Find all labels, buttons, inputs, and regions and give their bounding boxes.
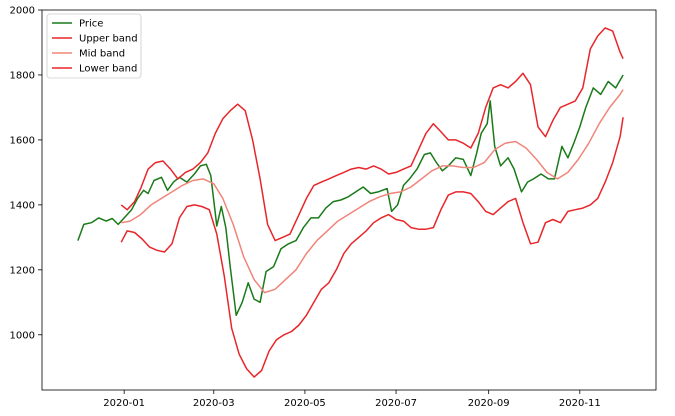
legend-box (46, 13, 142, 79)
plot-background (42, 10, 656, 390)
x-tick-label: 2020-03 (193, 398, 235, 409)
series-line-1 (120, 27, 624, 242)
y-axis: 1000 1200 1400 1600 1800 2000 (10, 6, 42, 341)
series-line-3 (120, 117, 624, 378)
x-tick-label: 2020-09 (468, 398, 510, 409)
series-line-2 (121, 89, 624, 294)
x-tick-label: 2020-11 (559, 398, 601, 409)
y-tick-label: 1600 (10, 135, 35, 146)
y-tick-label: 1000 (10, 330, 35, 341)
legend-label-1: Upper band (79, 34, 138, 45)
series-lines (77, 27, 624, 378)
y-tick-label: 1800 (10, 70, 35, 81)
x-tick-label: 2020-01 (103, 398, 145, 409)
x-tick-label: 2020-05 (284, 398, 326, 409)
legend-label-0: Price (79, 19, 103, 30)
plot-frame (41, 9, 657, 391)
y-tick-label: 1200 (10, 265, 35, 276)
y-tick-label: 2000 (10, 6, 35, 17)
legend-label-2: Mid band (79, 49, 125, 60)
series-line-0 (77, 74, 624, 317)
y-tick-label: 1400 (10, 200, 35, 211)
legend: Price Upper band Mid band Lower band (46, 13, 142, 79)
x-tick-label: 2020-07 (375, 398, 417, 409)
x-axis: 2020-01 2020-03 2020-05 2020-07 2020-09 2020-… (103, 390, 601, 409)
legend-label-3: Lower band (79, 64, 137, 75)
